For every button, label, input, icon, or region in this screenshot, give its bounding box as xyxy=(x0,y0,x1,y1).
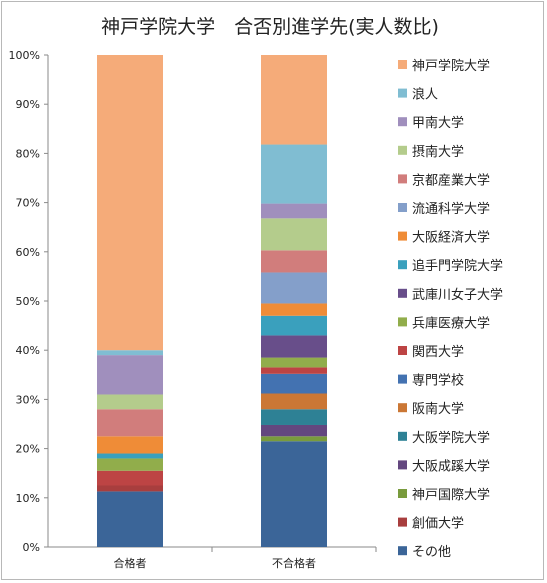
legend-label: その他 xyxy=(412,545,451,560)
bar-segment xyxy=(97,55,163,351)
y-tick-label: 10% xyxy=(16,492,40,505)
legend-label: 甲南大学 xyxy=(412,115,464,131)
legend-swatch xyxy=(398,317,407,327)
bar-segment xyxy=(261,424,327,437)
bar-segment xyxy=(261,218,327,251)
bar-segment xyxy=(261,272,327,304)
legend-label: 追手門学院大学 xyxy=(412,258,503,274)
legend-swatch xyxy=(398,203,407,212)
chart-title: 神戸学院大学 合否別進学先(実人数比) xyxy=(101,16,439,38)
y-tick-label: 50% xyxy=(16,295,40,308)
legend-swatch xyxy=(398,145,407,155)
bar-segment xyxy=(97,436,163,454)
legend-swatch xyxy=(398,489,407,498)
legend-swatch xyxy=(398,174,407,184)
bar-segment xyxy=(261,303,327,316)
legend-label: 神戸国際大学 xyxy=(412,487,490,503)
y-tick-label: 40% xyxy=(16,344,40,357)
bar-segment xyxy=(97,394,163,410)
bar-segment xyxy=(261,367,327,374)
bar-segment xyxy=(261,335,327,358)
legend-label: 神戸学院大学 xyxy=(412,58,490,74)
legend-swatch xyxy=(398,546,407,556)
bar-segment xyxy=(261,373,327,394)
legend-swatch xyxy=(398,288,407,298)
bar-segment xyxy=(261,357,327,368)
category-label: 不合格者 xyxy=(272,556,316,570)
bar-segment xyxy=(261,250,327,273)
legend-label: 大阪学院大学 xyxy=(412,430,490,446)
legend-swatch xyxy=(398,403,407,413)
legend-label: 専門学校 xyxy=(412,373,464,389)
bar-segment xyxy=(261,441,327,547)
bar-segment xyxy=(261,393,327,410)
legend-label: 創価大学 xyxy=(412,516,464,532)
legend-label: 関西大学 xyxy=(412,344,464,360)
legend-label: 摂南大学 xyxy=(412,144,464,160)
y-tick-label: 90% xyxy=(16,98,40,111)
legend-swatch xyxy=(398,60,407,69)
y-tick-label: 30% xyxy=(16,393,40,406)
axes: 0% 10% 20% 30% 40% 50% 60% 70% 80% 90% 100% xyxy=(9,49,377,554)
bar-segment xyxy=(97,453,163,459)
legend-swatch xyxy=(398,460,407,470)
legend-swatch xyxy=(398,374,407,384)
legend-label: 阪南大学 xyxy=(412,401,464,417)
legend-swatch xyxy=(398,231,407,241)
bar-segment xyxy=(97,409,163,437)
bar-segment xyxy=(97,485,163,492)
bar-segment xyxy=(261,203,327,219)
y-tick-label: 60% xyxy=(16,246,40,259)
y-tick-label: 70% xyxy=(16,197,40,210)
bar-segment xyxy=(261,144,327,204)
y-tick-label: 100% xyxy=(9,49,40,62)
y-tick-label: 80% xyxy=(16,147,40,160)
category-labels: 合格者 不合格者 xyxy=(114,556,317,570)
bar-segment xyxy=(97,355,163,395)
legend-label: 流通科学大学 xyxy=(412,201,490,217)
legend-swatch xyxy=(398,117,407,127)
legend-swatch xyxy=(398,431,407,441)
legend-label: 兵庫医療大学 xyxy=(412,315,490,331)
legend: 神戸学院大学浪人甲南大学摂南大学京都産業大学流通科学大学大阪経済大学追手門学院大… xyxy=(398,58,503,560)
legend-label: 武庫川女子大学 xyxy=(412,287,503,303)
bar-segment xyxy=(261,409,327,425)
bar-segment xyxy=(261,315,327,336)
y-tick-label: 20% xyxy=(16,443,40,456)
legend-label: 浪人 xyxy=(412,88,438,103)
legend-swatch xyxy=(398,88,407,98)
legend-label: 大阪経済大学 xyxy=(412,230,490,246)
bar-segment xyxy=(97,350,163,356)
y-tick-label: 0% xyxy=(23,541,40,554)
category-label: 合格者 xyxy=(114,556,147,570)
bar-segment xyxy=(97,470,163,486)
legend-label: 京都産業大学 xyxy=(412,172,490,188)
legend-label: 大阪成蹊大学 xyxy=(412,458,490,474)
bar-segment xyxy=(261,55,327,145)
bar-segment xyxy=(97,491,163,547)
bar-segment xyxy=(261,436,327,442)
bars xyxy=(97,55,327,547)
bar-segment xyxy=(97,458,163,471)
legend-swatch xyxy=(398,517,407,527)
legend-swatch xyxy=(398,346,407,355)
legend-swatch xyxy=(398,260,407,270)
